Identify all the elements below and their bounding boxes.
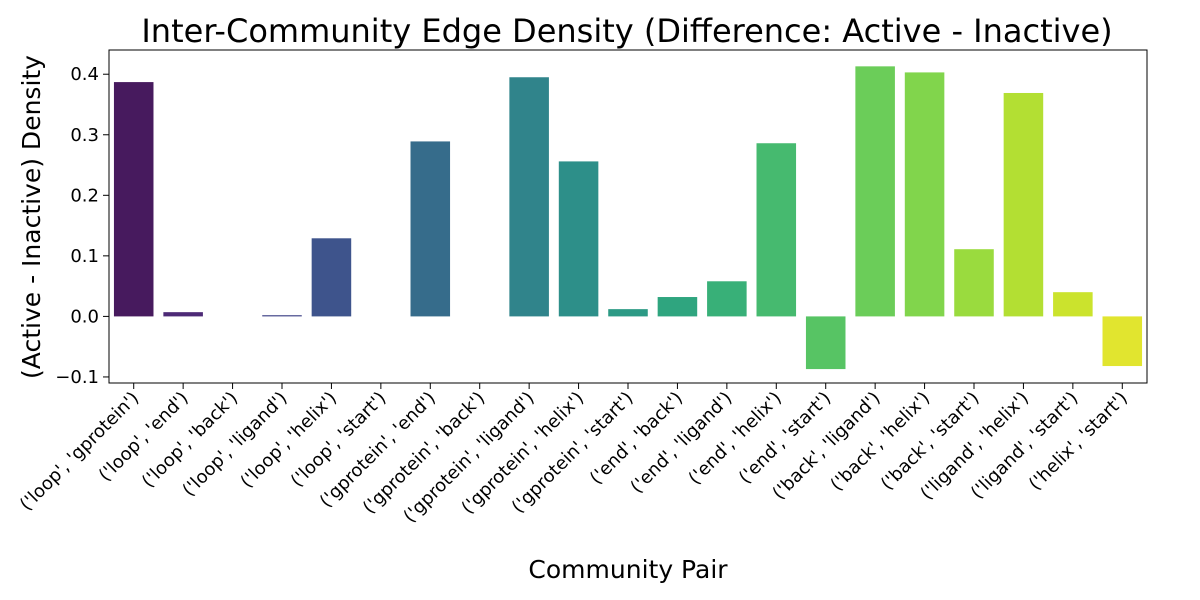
bar xyxy=(509,77,549,317)
plot-frame xyxy=(108,49,1148,384)
bar xyxy=(311,238,352,317)
bar xyxy=(954,249,994,317)
y-axis: −0.1 0.0 0.1 0.2 0.3 0.4 xyxy=(55,64,109,388)
y-tick-label: −0.1 xyxy=(55,367,99,388)
x-axis-label: Community Pair xyxy=(528,555,728,584)
x-axis: ('loop', 'gprotein')('loop', 'end')('loo… xyxy=(16,383,1132,527)
bar xyxy=(707,281,747,317)
bar xyxy=(163,312,203,317)
bar xyxy=(1003,92,1044,317)
y-tick-label: 0.1 xyxy=(70,246,99,267)
y-tick-label: 0.0 xyxy=(70,306,99,327)
bar xyxy=(1053,292,1093,317)
bar xyxy=(855,66,895,317)
y-tick-label: 0.2 xyxy=(70,185,99,206)
bar xyxy=(1102,316,1143,367)
bar xyxy=(904,72,945,317)
y-tick-label: 0.3 xyxy=(70,125,99,146)
chart-title: Inter-Community Edge Density (Difference… xyxy=(141,12,1112,50)
y-axis-label: (Active - Inactive) Density xyxy=(17,55,46,379)
bar xyxy=(113,82,154,317)
bar xyxy=(558,161,599,317)
y-tick-label: 0.4 xyxy=(70,64,99,85)
bar xyxy=(805,316,846,370)
bar xyxy=(657,297,698,317)
bar xyxy=(410,141,451,317)
bar xyxy=(608,309,648,317)
bar xyxy=(756,143,797,317)
bars-layer xyxy=(113,66,1143,370)
bar xyxy=(262,315,302,317)
